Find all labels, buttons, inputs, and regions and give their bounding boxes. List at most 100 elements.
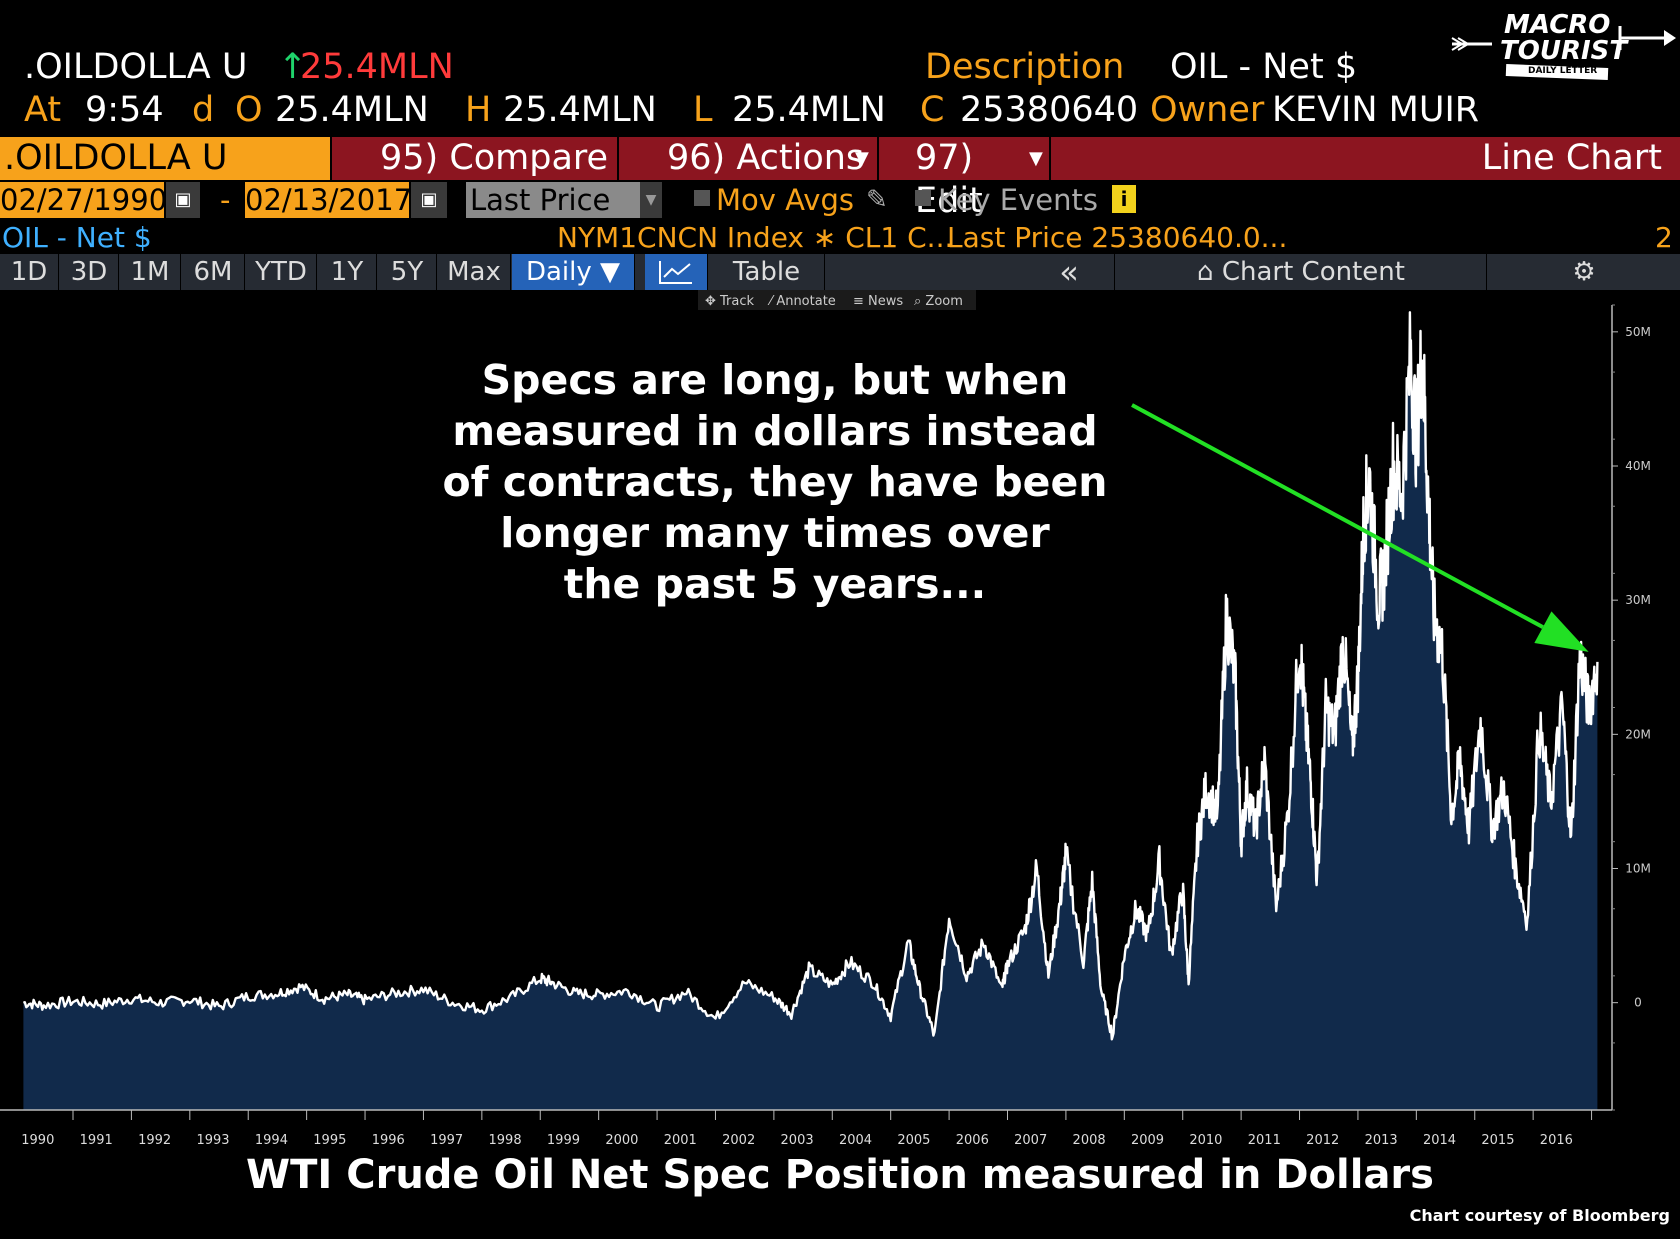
logo-tagline: DAILY LETTER — [1528, 66, 1598, 76]
change-arrow-icon: ↑ — [278, 47, 308, 87]
news-tool-label: News — [868, 294, 904, 309]
y-tick-label: 30M — [1625, 593, 1651, 607]
high-label: H — [465, 90, 492, 130]
zoom-tool-label: Zoom — [925, 294, 963, 309]
timeframe-1y[interactable]: 1Y — [318, 254, 377, 290]
x-tick-label: 2007 — [1014, 1133, 1047, 1148]
compare-button[interactable]: 95) Compare — [332, 137, 617, 180]
security-name: NYM1CNCN Index ∗ CL1 C... — [557, 221, 954, 254]
end-date-input[interactable]: 02/13/2017 — [245, 182, 413, 218]
info-icon[interactable]: i — [1112, 185, 1136, 213]
close-label: C — [920, 90, 945, 130]
ticker: .OILDOLLA U — [24, 47, 248, 87]
owner-label: Owner — [1150, 90, 1265, 130]
macro-tourist-logo: MACRO TOURIST DAILY LETTER — [1448, 8, 1676, 86]
annotation-line: of contracts, they have been — [442, 458, 1108, 506]
x-tick-label: 2014 — [1423, 1133, 1456, 1148]
timeframe-max[interactable]: Max — [438, 254, 511, 290]
timeframe-ytd[interactable]: YTD — [246, 254, 317, 290]
high-value: 25.4MLN — [503, 90, 657, 130]
annotation-arrow — [1131, 403, 1544, 629]
x-tick-label: 2004 — [839, 1133, 872, 1148]
low-label: L — [693, 90, 713, 130]
series-line — [22, 311, 1599, 1041]
x-tick-label: 2002 — [722, 1133, 755, 1148]
logo-arrows-icon — [1451, 26, 1676, 80]
y-tick-label: 20M — [1625, 727, 1651, 741]
logo-line1: MACRO — [1504, 10, 1611, 40]
annotation-line: Specs are long, but when — [481, 356, 1069, 404]
line-chart-icon[interactable] — [645, 254, 708, 290]
x-tick-label: 2001 — [664, 1133, 697, 1148]
annotation-arrowhead — [1534, 611, 1589, 652]
x-tick-label: 2003 — [781, 1133, 814, 1148]
period-dropdown[interactable]: Daily ▼ — [512, 254, 635, 290]
annotate-tool-label: Annotate — [776, 294, 836, 309]
news-tool[interactable]: ≡ News — [853, 294, 904, 309]
chevron-down-icon[interactable]: ▼ — [640, 182, 662, 218]
x-tick-label: 2011 — [1248, 1133, 1281, 1148]
start-date-input[interactable]: 02/27/1990 — [0, 182, 168, 218]
y-tick-label: 40M — [1625, 459, 1651, 473]
close-value: 25380640 — [960, 90, 1139, 130]
x-tick-label: 2000 — [605, 1133, 638, 1148]
y-tick-label: 50M — [1625, 325, 1651, 339]
x-tick-label: 2009 — [1131, 1133, 1164, 1148]
chart-type-label: Line Chart — [1481, 138, 1662, 178]
edit-button[interactable]: 97) Edit ▼ — [879, 137, 1049, 221]
mov-avgs-checkbox[interactable] — [694, 190, 710, 206]
x-tick-label: 1992 — [138, 1133, 171, 1148]
open-label: O — [235, 90, 263, 130]
x-tick-label: 2015 — [1481, 1133, 1514, 1148]
x-tick-label: 2016 — [1540, 1133, 1573, 1148]
x-tick-label: 1998 — [489, 1133, 522, 1148]
series-name: OIL - Net $ — [2, 221, 152, 254]
timeframe-6m[interactable]: 6M — [182, 254, 245, 290]
table-button[interactable]: Table — [709, 254, 825, 290]
chevron-down-icon: ▼ — [855, 148, 869, 169]
x-tick-label: 2013 — [1365, 1133, 1398, 1148]
gear-icon[interactable]: ⚙ — [1488, 254, 1680, 290]
low-value: 25.4MLN — [732, 90, 886, 130]
x-tick-label: 2006 — [956, 1133, 989, 1148]
track-tool-label: Track — [720, 294, 755, 309]
timeframe-3d[interactable]: 3D — [60, 254, 119, 290]
description-label: Description — [925, 47, 1125, 87]
calendar-icon[interactable]: ▣ — [411, 182, 447, 218]
logo-line2: TOURIST — [1500, 36, 1628, 66]
key-events-checkbox[interactable] — [915, 190, 931, 206]
annotate-tool[interactable]: ⁄ Annotate — [770, 294, 836, 309]
y-tick-label: 0 — [1634, 996, 1642, 1010]
x-tick-label: 1994 — [255, 1133, 288, 1148]
x-tick-label: 1990 — [21, 1133, 54, 1148]
field-select[interactable]: Last Price — [466, 182, 640, 218]
mov-avgs-label: Mov Avgs — [716, 183, 854, 217]
series-count: 2 — [1655, 221, 1673, 254]
time-value: 9:54 — [85, 90, 164, 130]
pencil-icon[interactable]: ✎ — [866, 185, 888, 215]
chart-content-icon: ⌂ — [1197, 257, 1214, 287]
chart-content-label: Chart Content — [1221, 257, 1405, 287]
annotation-line: longer many times over — [500, 509, 1050, 557]
x-tick-label: 1993 — [196, 1133, 229, 1148]
index-name-button[interactable]: .OILDOLLA U Index — [0, 137, 330, 221]
at-label: At — [24, 90, 62, 130]
timeframe-5y[interactable]: 5Y — [378, 254, 437, 290]
zoom-tool[interactable]: ⌕ Zoom — [914, 294, 963, 309]
chart-content-button[interactable]: ⌂ Chart Content — [1116, 254, 1487, 290]
change-value: 25.4MLN — [300, 47, 454, 87]
timeframe-1m[interactable]: 1M — [120, 254, 181, 290]
timeframe-1d[interactable]: 1D — [0, 254, 59, 290]
chart-type-button[interactable]: Line Chart — [1051, 137, 1680, 180]
x-tick-label: 2008 — [1073, 1133, 1106, 1148]
x-tick-label: 1997 — [430, 1133, 463, 1148]
annotation-text: Specs are long, but when measured in dol… — [425, 355, 1125, 610]
description-value: OIL - Net $ — [1170, 47, 1358, 87]
owner-value: KEVIN MUIR — [1272, 90, 1480, 130]
chart-credit: Chart courtesy of Bloomberg — [1409, 1206, 1670, 1225]
actions-button[interactable]: 96) Actions ▼ — [619, 137, 877, 180]
collapse-icon[interactable]: « — [1024, 254, 1115, 290]
track-tool[interactable]: ✥ Track — [705, 294, 755, 309]
y-tick-label: 10M — [1625, 862, 1651, 876]
calendar-icon[interactable]: ▣ — [166, 182, 200, 218]
